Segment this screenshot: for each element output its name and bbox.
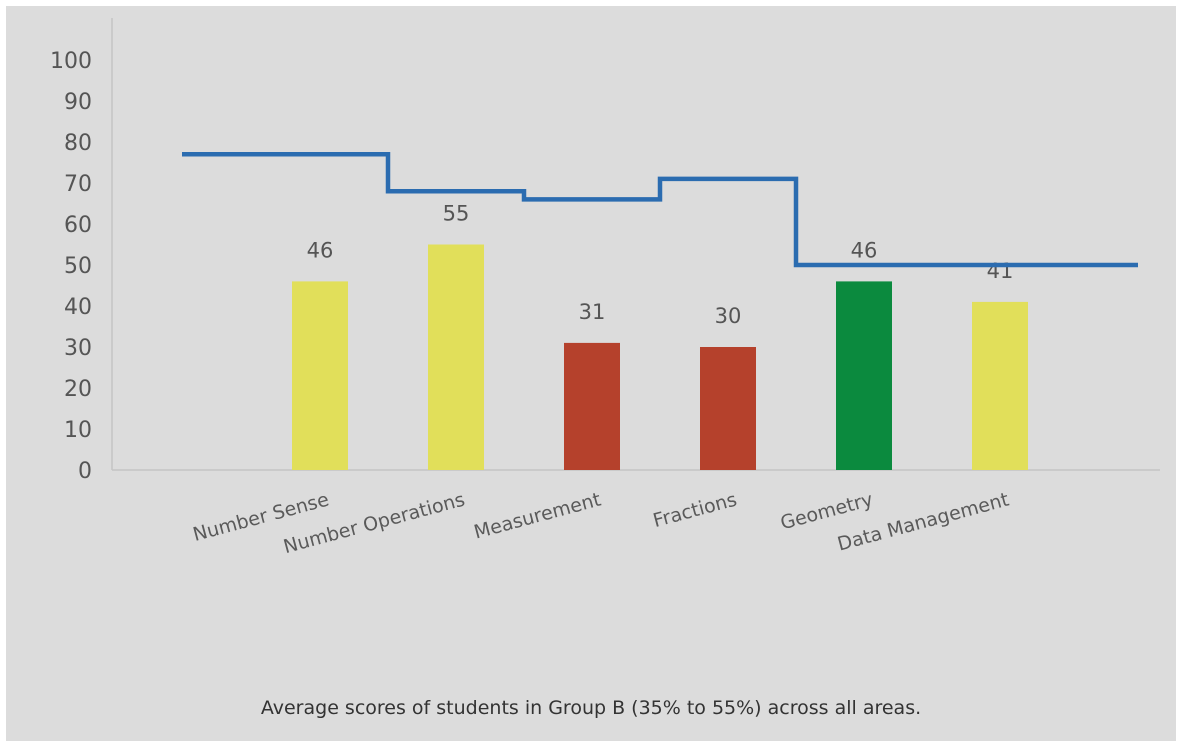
y-tick-label: 40 (64, 295, 92, 320)
category-label: Measurement (472, 489, 604, 544)
y-tick-label: 0 (78, 459, 92, 484)
y-tick-label: 70 (64, 172, 92, 197)
y-tick-label: 10 (64, 418, 92, 443)
bar (428, 244, 484, 470)
chart-caption: Average scores of students in Group B (3… (260, 697, 922, 719)
category-label: Fractions (651, 489, 740, 532)
bar (700, 347, 756, 470)
bar-data-labels: 46 55 31 30 46 41 (307, 202, 1014, 329)
bar-data-label: 41 (987, 259, 1014, 283)
y-tick-label: 20 (64, 377, 92, 402)
y-tick-label: 80 (64, 131, 92, 156)
bar (972, 301, 1028, 470)
average-step-line (182, 152, 1138, 268)
bar-data-label: 55 (443, 202, 470, 226)
bar (292, 281, 348, 470)
bar-data-label: 46 (307, 238, 334, 262)
bar-data-label: 46 (851, 238, 878, 262)
bar (836, 281, 892, 470)
y-tick-label: 30 (64, 336, 92, 361)
y-tick-labels: 0 10 20 30 40 50 60 70 80 90 100 (50, 49, 92, 484)
bars (292, 244, 1028, 470)
bar-data-label: 30 (715, 304, 742, 328)
bar (564, 342, 620, 470)
y-tick-label: 60 (64, 213, 92, 238)
y-tick-label: 100 (50, 49, 92, 74)
y-tick-label: 90 (64, 90, 92, 115)
y-tick-label: 50 (64, 254, 92, 279)
bar-data-label: 31 (579, 300, 606, 324)
